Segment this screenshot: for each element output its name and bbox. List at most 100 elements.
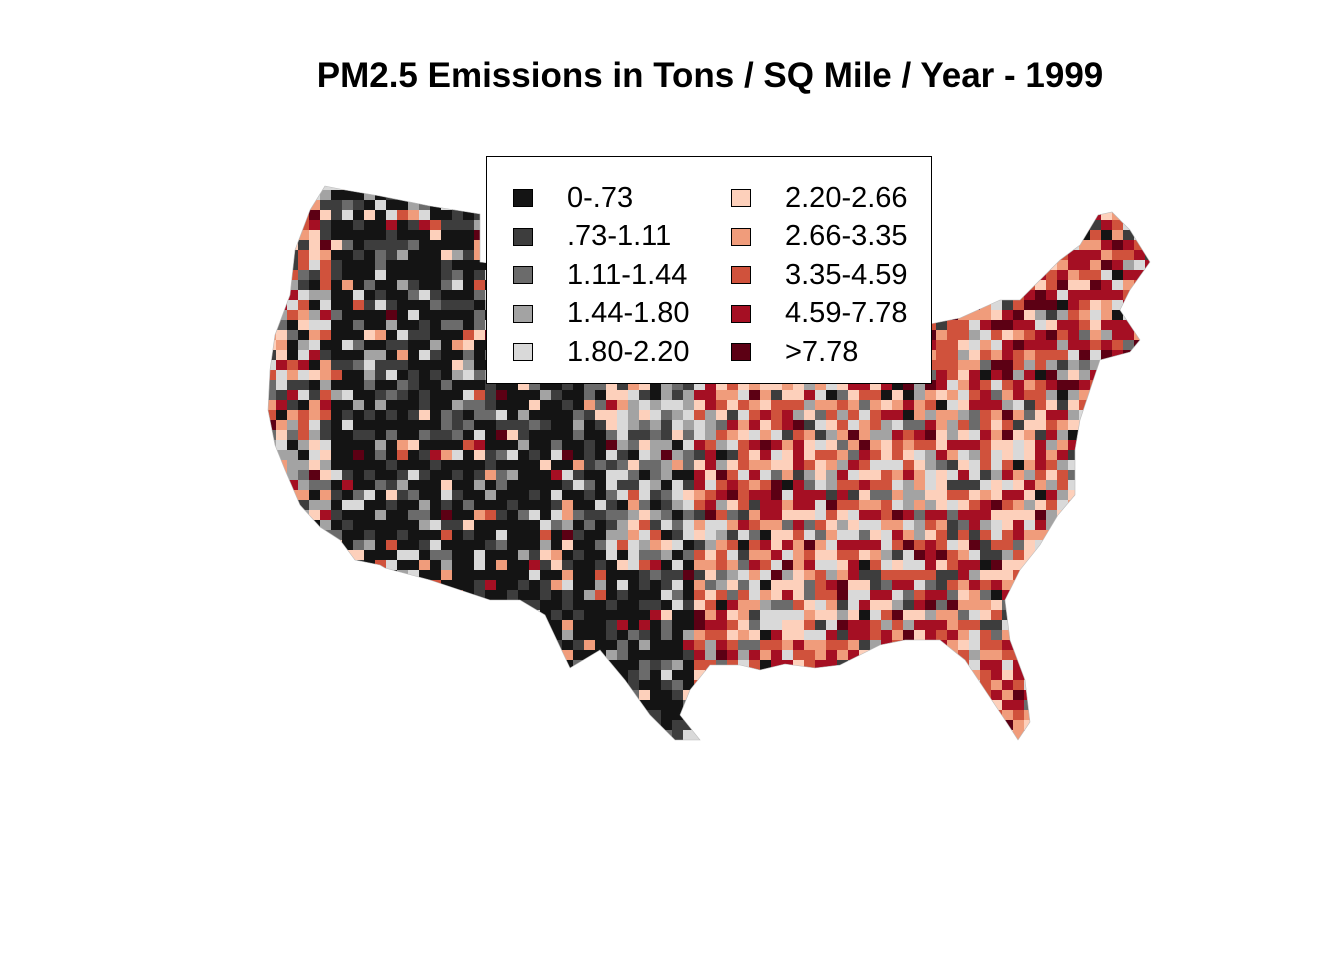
county-cell [1079,220,1091,231]
county-cell [342,730,354,740]
county-cell [518,480,530,491]
county-cell [320,490,332,501]
county-cell [1046,330,1058,341]
county-cell [617,600,629,611]
county-cell [738,550,750,561]
county-cell [672,500,684,511]
county-cell [881,550,893,561]
county-cell [947,420,959,431]
county-cell [353,580,365,591]
county-cell [287,190,299,201]
county-cell [958,560,970,571]
county-cell [628,500,640,511]
county-cell [804,410,816,421]
county-cell [628,650,640,661]
county-cell [474,620,486,631]
county-cell [991,240,1003,251]
county-cell [947,640,959,651]
county-cell [969,720,981,731]
county-cell [1035,620,1047,631]
county-cell [859,720,871,731]
county-cell [287,440,299,451]
county-cell [980,560,992,571]
county-cell [903,560,915,571]
county-cell [1090,300,1102,311]
county-cell [892,400,904,411]
county-cell [408,370,420,381]
county-cell [540,650,552,661]
county-cell [529,440,541,451]
county-cell [595,620,607,631]
county-cell [364,240,376,251]
county-cell [1035,410,1047,421]
county-cell [1145,480,1150,491]
county-cell [694,520,706,531]
county-cell [1101,370,1113,381]
county-cell [419,640,431,651]
county-cell [584,440,596,451]
county-cell [1123,530,1135,541]
county-cell [540,730,552,740]
county-cell [474,400,486,411]
county-cell [705,740,716,750]
county-cell [419,190,431,201]
county-cell [573,420,585,431]
county-cell [276,710,288,721]
county-cell [584,650,596,661]
county-cell [848,670,860,681]
county-cell [551,650,563,661]
county-cell [771,530,783,541]
county-cell [463,370,475,381]
county-cell [793,480,805,491]
county-cell [474,410,486,421]
county-cell [1046,390,1058,401]
county-cell [353,210,365,221]
county-cell [1079,530,1091,541]
county-cell [650,620,662,631]
county-cell [485,710,497,721]
county-cell [793,400,805,411]
county-cell [936,400,948,411]
county-cell [595,640,607,651]
county-cell [705,470,717,481]
county-cell [705,540,717,551]
county-cell [925,440,937,451]
county-cell [859,710,871,721]
county-cell [1068,520,1080,531]
county-cell [331,600,343,611]
county-cell [716,560,728,571]
county-cell [430,250,442,261]
county-cell [639,730,651,740]
county-cell [1013,520,1025,531]
county-cell [551,640,563,651]
county-cell [1101,380,1113,391]
county-cell [848,620,860,631]
county-cell [562,540,574,551]
county-cell [320,240,332,251]
legend-label: 2.66-3.35 [785,220,908,253]
county-cell [320,510,332,521]
county-cell [1123,720,1135,731]
county-cell [518,540,530,551]
county-cell [804,710,816,721]
county-cell [452,186,464,191]
county-cell [463,610,475,621]
county-cell [320,400,332,411]
county-cell [584,560,596,571]
county-cell [617,670,629,681]
county-cell [452,280,464,291]
county-cell [353,570,365,581]
county-cell [793,600,805,611]
county-cell [331,660,343,671]
county-cell [298,670,310,681]
county-cell [584,520,596,531]
county-cell [727,590,739,601]
county-cell [914,490,926,501]
county-cell [639,710,651,721]
county-cell [298,610,310,621]
county-cell [419,670,431,681]
county-cell [540,690,552,701]
county-cell [595,530,607,541]
county-cell [738,590,750,601]
county-cell [859,620,871,631]
